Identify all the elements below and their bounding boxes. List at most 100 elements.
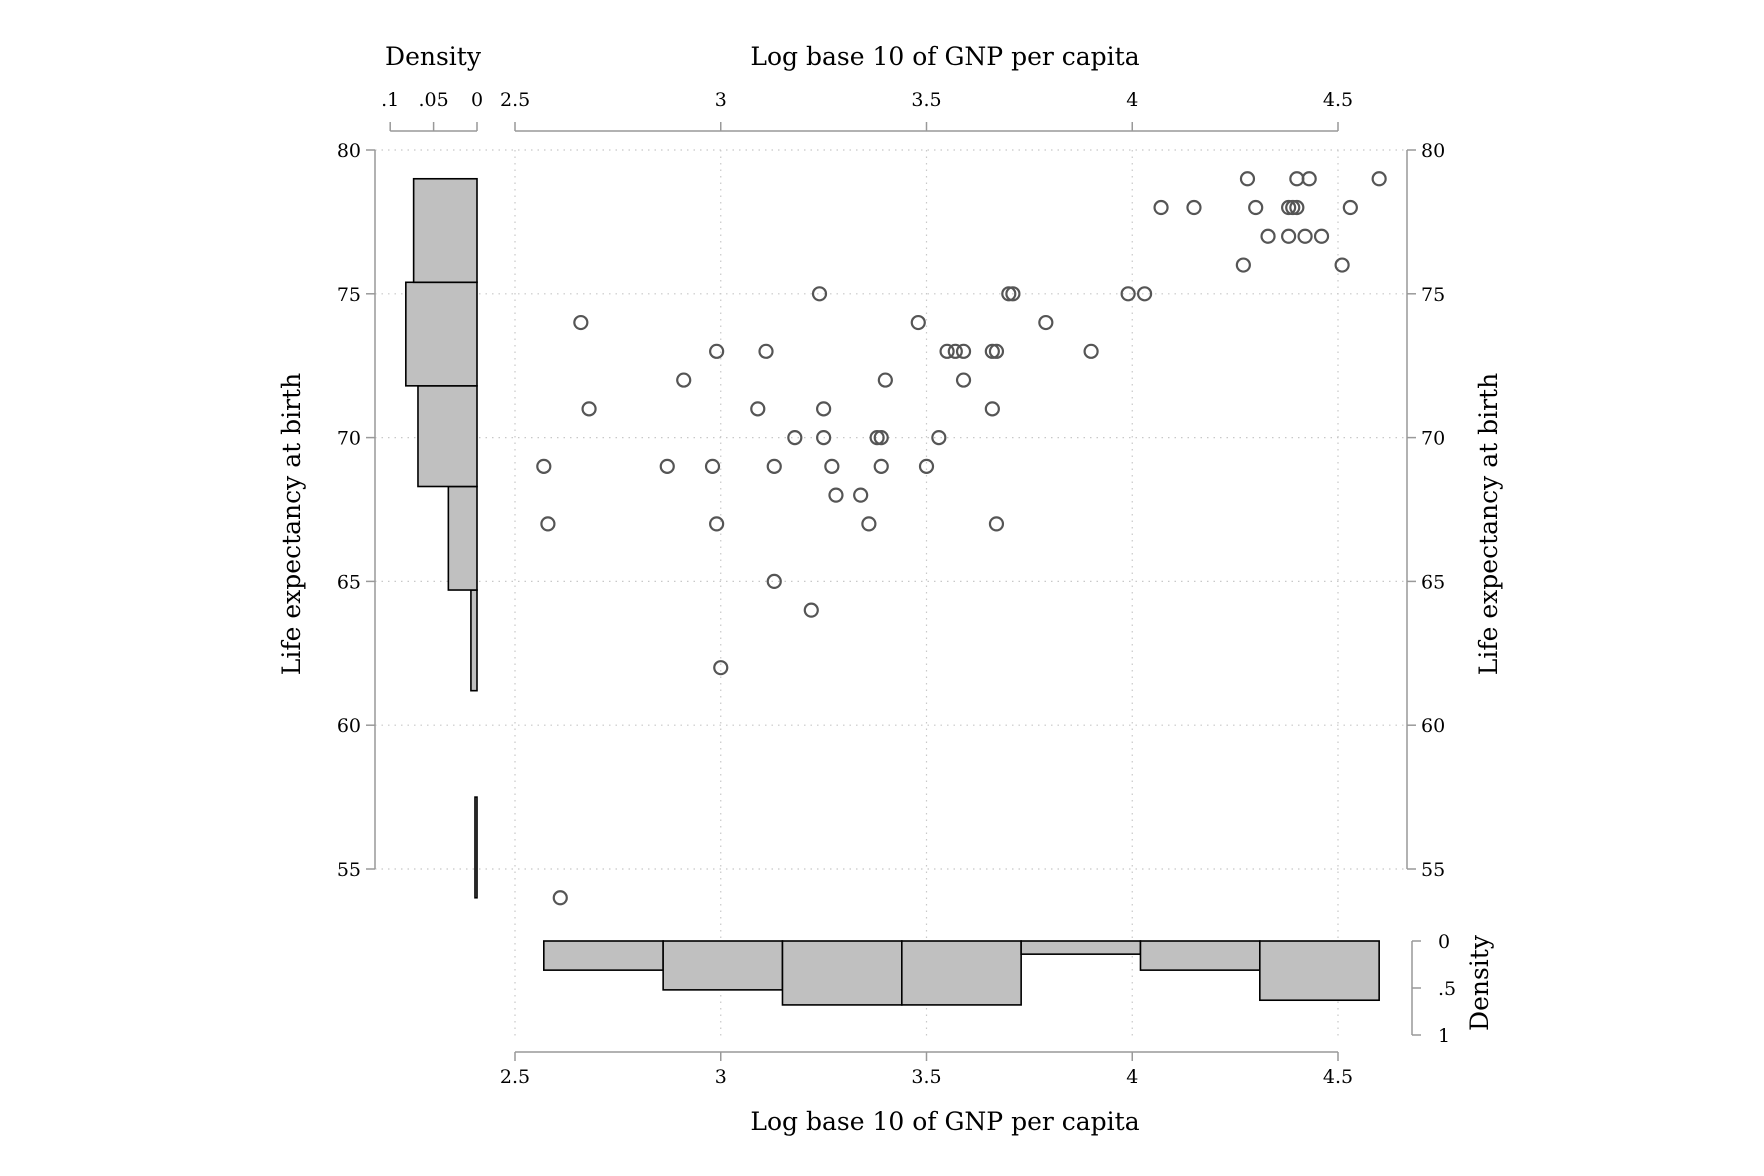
bottom-x-tick-label: 3	[715, 1066, 727, 1088]
scatter-point	[1136, 286, 1153, 302]
left-density-tick-label: .1	[381, 89, 399, 111]
scatter-point	[803, 602, 819, 618]
left-y-tick-label: 65	[337, 571, 361, 593]
scatter-point	[869, 430, 885, 446]
scatter-point	[1083, 343, 1099, 359]
left-histogram-bar	[447, 485, 478, 591]
scatter-point	[1301, 171, 1317, 187]
scatter-point	[581, 401, 597, 417]
scatter-point	[984, 401, 1000, 417]
scatter-point	[1001, 286, 1017, 302]
bottom-histogram-bar	[662, 940, 784, 991]
top-x-axis-title: Log base 10 of GNP per capita	[750, 42, 1139, 71]
bottom-histogram-bar	[1139, 940, 1261, 971]
scatter-point	[766, 573, 782, 590]
right-y-axis-title: Life expectancy at birth	[1474, 373, 1503, 675]
scatter-point	[984, 343, 1000, 359]
scatter-point	[1005, 286, 1021, 302]
left-density-axis-title: Density	[385, 42, 482, 71]
left-histogram-bar	[470, 589, 478, 692]
right-y-tick-label: 60	[1421, 715, 1445, 737]
scatter-point	[713, 660, 729, 676]
scatter-point	[676, 372, 692, 388]
top-x-tick-label: 3.5	[911, 89, 941, 111]
scatter-point	[536, 458, 552, 474]
right-y-tick-label: 75	[1421, 284, 1445, 306]
scatter-point	[873, 458, 889, 474]
scatter-point	[828, 487, 844, 503]
left-y-axis-title: Life expectancy at birth	[277, 373, 306, 675]
scatter-point	[704, 458, 721, 474]
scatter-point	[1239, 171, 1256, 187]
left-histogram-bar	[474, 796, 478, 899]
scatter-point	[816, 430, 832, 446]
bottom-x-axis-title: Log base 10 of GNP per capita	[750, 1107, 1139, 1136]
bottom-histogram-bar	[1259, 940, 1380, 1002]
left-y-tick-label: 80	[337, 140, 361, 162]
bottom-x-tick-label: 2.5	[500, 1066, 530, 1088]
scatter-point	[1297, 228, 1313, 244]
scatter-point	[1289, 199, 1305, 216]
scatter-point	[1260, 228, 1276, 244]
scatter-point	[1285, 199, 1301, 216]
scatter-point	[811, 286, 828, 302]
bottom-histogram-bar	[543, 940, 664, 971]
right-y-tick-label: 65	[1421, 571, 1445, 593]
grid-lines	[375, 149, 1407, 1040]
scatter-point	[552, 890, 568, 906]
scatter-point	[709, 516, 725, 532]
bottom-histogram-bar	[1020, 940, 1142, 955]
scatter-point	[1281, 199, 1297, 216]
left-y-tick-label: 60	[337, 715, 361, 737]
scatter-points	[536, 171, 1387, 906]
bottom-density-histogram	[543, 940, 1380, 1006]
bottom-density-tick-label: 1	[1438, 1025, 1450, 1047]
scatter-point	[947, 343, 963, 359]
scatter-point	[573, 314, 589, 331]
scatter-point	[1342, 199, 1358, 216]
bottom-x-tick-label: 4	[1126, 1066, 1138, 1088]
scatter-point	[1248, 199, 1264, 216]
top-x-tick-label: 2.5	[500, 89, 530, 111]
scatter-point	[873, 430, 889, 446]
tick-labels: 55 55 60 60 65 65 70 70 75 75 80 80 2.5 2.5 3 3 3.5 3.5 4 4…	[337, 89, 1456, 1088]
scatter-point	[1120, 286, 1136, 302]
bottom-density-tick-label: .5	[1438, 978, 1456, 1000]
scatter-point	[988, 516, 1005, 532]
bottom-x-tick-label: 3.5	[911, 1066, 941, 1088]
bottom-x-tick-label: 4.5	[1323, 1066, 1353, 1088]
scatter-point	[918, 458, 935, 474]
scatter-point	[766, 458, 782, 474]
scatter-point	[1153, 199, 1169, 216]
left-density-tick-label: 0	[471, 89, 483, 111]
right-y-tick-label: 70	[1421, 428, 1445, 450]
left-y-tick-label: 70	[337, 428, 361, 450]
scatter-point	[1038, 314, 1054, 331]
bottom-histogram-bar	[781, 940, 903, 1006]
scatter-point	[540, 516, 556, 532]
scatter-point	[1281, 228, 1297, 244]
left-histogram-bar	[405, 281, 478, 387]
left-y-tick-label: 75	[337, 284, 361, 306]
scatter-point	[955, 343, 972, 359]
right-y-tick-label: 80	[1421, 140, 1445, 162]
scatter-point	[955, 372, 972, 388]
scatter-point	[1371, 171, 1387, 187]
bottom-density-axis-title: Density	[1465, 934, 1494, 1031]
scatter-point	[787, 430, 803, 446]
right-y-tick-label: 55	[1421, 859, 1445, 881]
scatter-point	[758, 343, 774, 359]
scatter-point	[1289, 171, 1305, 187]
top-x-tick-label: 3	[715, 89, 727, 111]
scatter-point	[1334, 257, 1350, 273]
left-histogram-bar	[417, 385, 478, 488]
left-density-histogram	[405, 177, 478, 899]
left-density-tick-label: .05	[418, 89, 448, 111]
scatter-point	[750, 401, 766, 417]
scatter-point	[1186, 199, 1202, 216]
axes	[366, 122, 1421, 1061]
scatter-point	[1313, 228, 1330, 244]
top-x-tick-label: 4.5	[1323, 89, 1353, 111]
scatter-point	[816, 401, 832, 417]
